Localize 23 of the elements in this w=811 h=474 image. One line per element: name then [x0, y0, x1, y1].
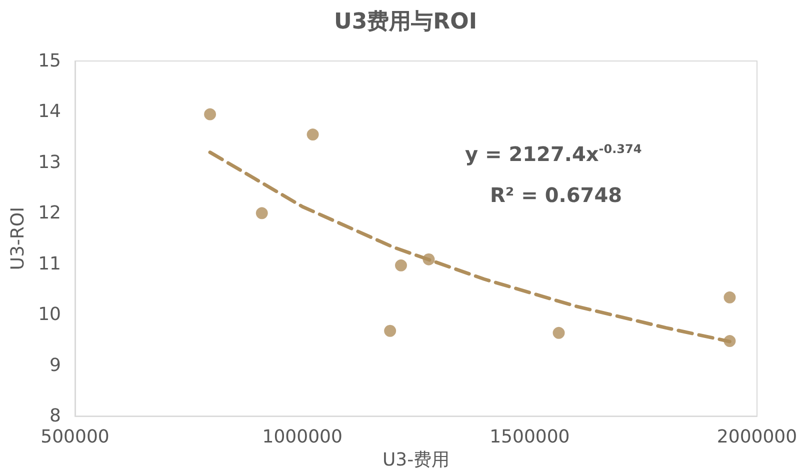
y-tick-label: 11: [38, 253, 61, 274]
annotation: R² = 0.6748: [490, 183, 622, 207]
x-tick-label: 500000: [40, 426, 110, 448]
point: [306, 128, 319, 141]
y-tick-label: 13: [38, 152, 61, 173]
y-tick-label: 9: [50, 354, 61, 376]
chart-title: U3费用与ROI: [334, 10, 477, 34]
point: [395, 259, 407, 272]
y-tick-label: 14: [38, 101, 61, 122]
x-axis-title: U3-费用: [382, 450, 450, 470]
point: [552, 326, 565, 339]
y-tick-label: 8: [50, 406, 61, 427]
y-tick-label: 15: [38, 50, 61, 72]
y-tick-label: 10: [38, 304, 61, 326]
point: [384, 324, 396, 337]
x-tick-label: 1500000: [490, 426, 570, 448]
x-tick-label: 2000000: [716, 426, 798, 448]
x-tick-label: 1000000: [262, 426, 342, 448]
y-axis-title: U3-ROI: [8, 206, 29, 270]
point: [204, 108, 216, 120]
point: [256, 207, 268, 220]
y-tick-label: 12: [38, 202, 61, 224]
point: [724, 291, 736, 304]
